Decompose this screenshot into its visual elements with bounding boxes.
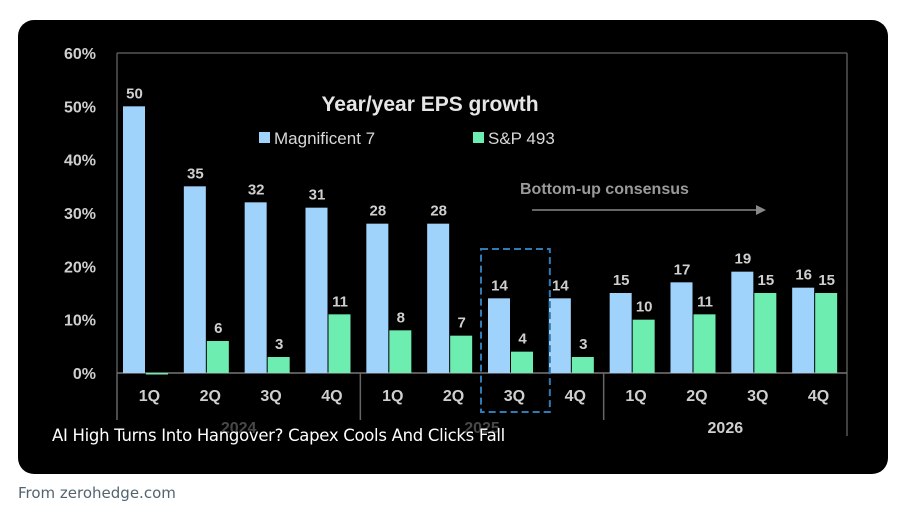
bar-sp-493 bbox=[450, 335, 473, 373]
x-tick-label: 2Q bbox=[686, 388, 707, 405]
legend-label: Magnificent 7 bbox=[274, 129, 375, 148]
consensus-arrow-head bbox=[756, 205, 766, 215]
link-card[interactable]: 0% 10% 20% 30% 40% 50% 60% 50 1Q 35 6 2Q 32 3 3Q 31 11 4Q… bbox=[18, 20, 888, 474]
x-tick-label: 1Q bbox=[625, 388, 646, 405]
bar-magnificent-7 bbox=[123, 106, 145, 373]
bar-sp-493 bbox=[389, 330, 412, 373]
legend-label: S&P 493 bbox=[488, 129, 555, 148]
year-label: 2026 bbox=[708, 420, 744, 437]
data-label: 10 bbox=[636, 299, 653, 316]
data-label: 11 bbox=[332, 293, 348, 310]
y-tick-label: 50% bbox=[64, 99, 96, 116]
card-caption[interactable]: AI High Turns Into Hangover? Capex Cools… bbox=[52, 426, 505, 445]
bar-magnificent-7 bbox=[670, 282, 693, 373]
chart-title: Year/year EPS growth bbox=[321, 93, 538, 116]
y-tick-label: 30% bbox=[64, 206, 96, 223]
data-label: 15 bbox=[757, 272, 774, 289]
data-label: 14 bbox=[491, 277, 508, 294]
y-tick-label: 10% bbox=[64, 313, 96, 330]
data-label: 8 bbox=[397, 309, 405, 326]
data-label: 7 bbox=[457, 315, 465, 332]
eps-growth-chart: 0% 10% 20% 30% 40% 50% 60% 50 1Q 35 6 2Q 32 3 3Q 31 11 4Q… bbox=[64, 46, 848, 437]
legend-swatch-sp-493 bbox=[473, 132, 484, 143]
data-label: 28 bbox=[430, 203, 447, 220]
bar-sp-493 bbox=[328, 314, 351, 373]
bar-magnificent-7 bbox=[366, 223, 389, 373]
data-label: 17 bbox=[674, 261, 691, 278]
x-tick-label: 3Q bbox=[260, 388, 281, 405]
bar-magnificent-7 bbox=[244, 202, 267, 373]
bar-sp-493 bbox=[632, 319, 655, 373]
y-tick-label: 60% bbox=[64, 46, 96, 63]
data-label: 50 bbox=[126, 85, 143, 102]
data-label: 31 bbox=[309, 187, 326, 204]
data-label: 19 bbox=[734, 251, 751, 268]
data-label: 35 bbox=[187, 165, 204, 182]
bar-sp-493 bbox=[815, 293, 838, 373]
x-tick-label: 4Q bbox=[565, 388, 586, 405]
data-label: 16 bbox=[795, 267, 812, 284]
year-label: 2024 bbox=[221, 420, 257, 437]
bar-magnificent-7 bbox=[731, 271, 754, 373]
data-label: 11 bbox=[697, 293, 713, 310]
y-tick-label: 20% bbox=[64, 259, 96, 276]
data-label: 4 bbox=[518, 331, 527, 348]
bar-sp-493 bbox=[267, 357, 290, 373]
data-label: 32 bbox=[248, 181, 265, 198]
bar-magnificent-7 bbox=[305, 207, 328, 373]
data-label: 3 bbox=[275, 336, 283, 353]
bar-magnificent-7 bbox=[427, 223, 450, 373]
x-tick-label: 3Q bbox=[747, 388, 768, 405]
y-tick-label: 40% bbox=[64, 153, 96, 170]
bar-sp-493 bbox=[693, 314, 716, 373]
x-tick-label: 1Q bbox=[382, 388, 403, 405]
data-label: 6 bbox=[214, 320, 222, 337]
year-label: 2025 bbox=[464, 420, 500, 437]
consensus-annotation: Bottom-up consensus bbox=[520, 181, 689, 198]
x-tick-label: 4Q bbox=[808, 388, 829, 405]
data-label: 3 bbox=[579, 336, 587, 353]
data-label: 14 bbox=[552, 277, 569, 294]
x-tick-label: 2Q bbox=[443, 388, 464, 405]
x-tick-label: 4Q bbox=[321, 388, 342, 405]
data-label: 15 bbox=[613, 272, 630, 289]
highlight-box bbox=[480, 248, 551, 413]
bar-magnificent-7 bbox=[609, 293, 632, 373]
data-label: 28 bbox=[369, 203, 386, 220]
y-tick-label: 0% bbox=[73, 366, 96, 383]
bar-magnificent-7 bbox=[548, 298, 571, 373]
x-tick-label: 2Q bbox=[200, 388, 221, 405]
bar-sp-493 bbox=[511, 351, 533, 373]
bar-magnificent-7 bbox=[792, 287, 815, 373]
x-tick-label: 3Q bbox=[504, 388, 525, 405]
bar-sp-493 bbox=[754, 293, 777, 373]
legend-swatch-magnificent-7 bbox=[259, 132, 270, 143]
card-source[interactable]: From zerohedge.com bbox=[18, 484, 176, 502]
x-tick-label: 1Q bbox=[139, 388, 160, 405]
bar-sp-493 bbox=[206, 341, 229, 373]
data-label: 15 bbox=[818, 272, 835, 289]
bar-sp-493 bbox=[571, 357, 594, 373]
bar-magnificent-7 bbox=[183, 186, 206, 373]
bar-magnificent-7 bbox=[488, 298, 510, 373]
bar-sp-493 bbox=[146, 373, 168, 375]
